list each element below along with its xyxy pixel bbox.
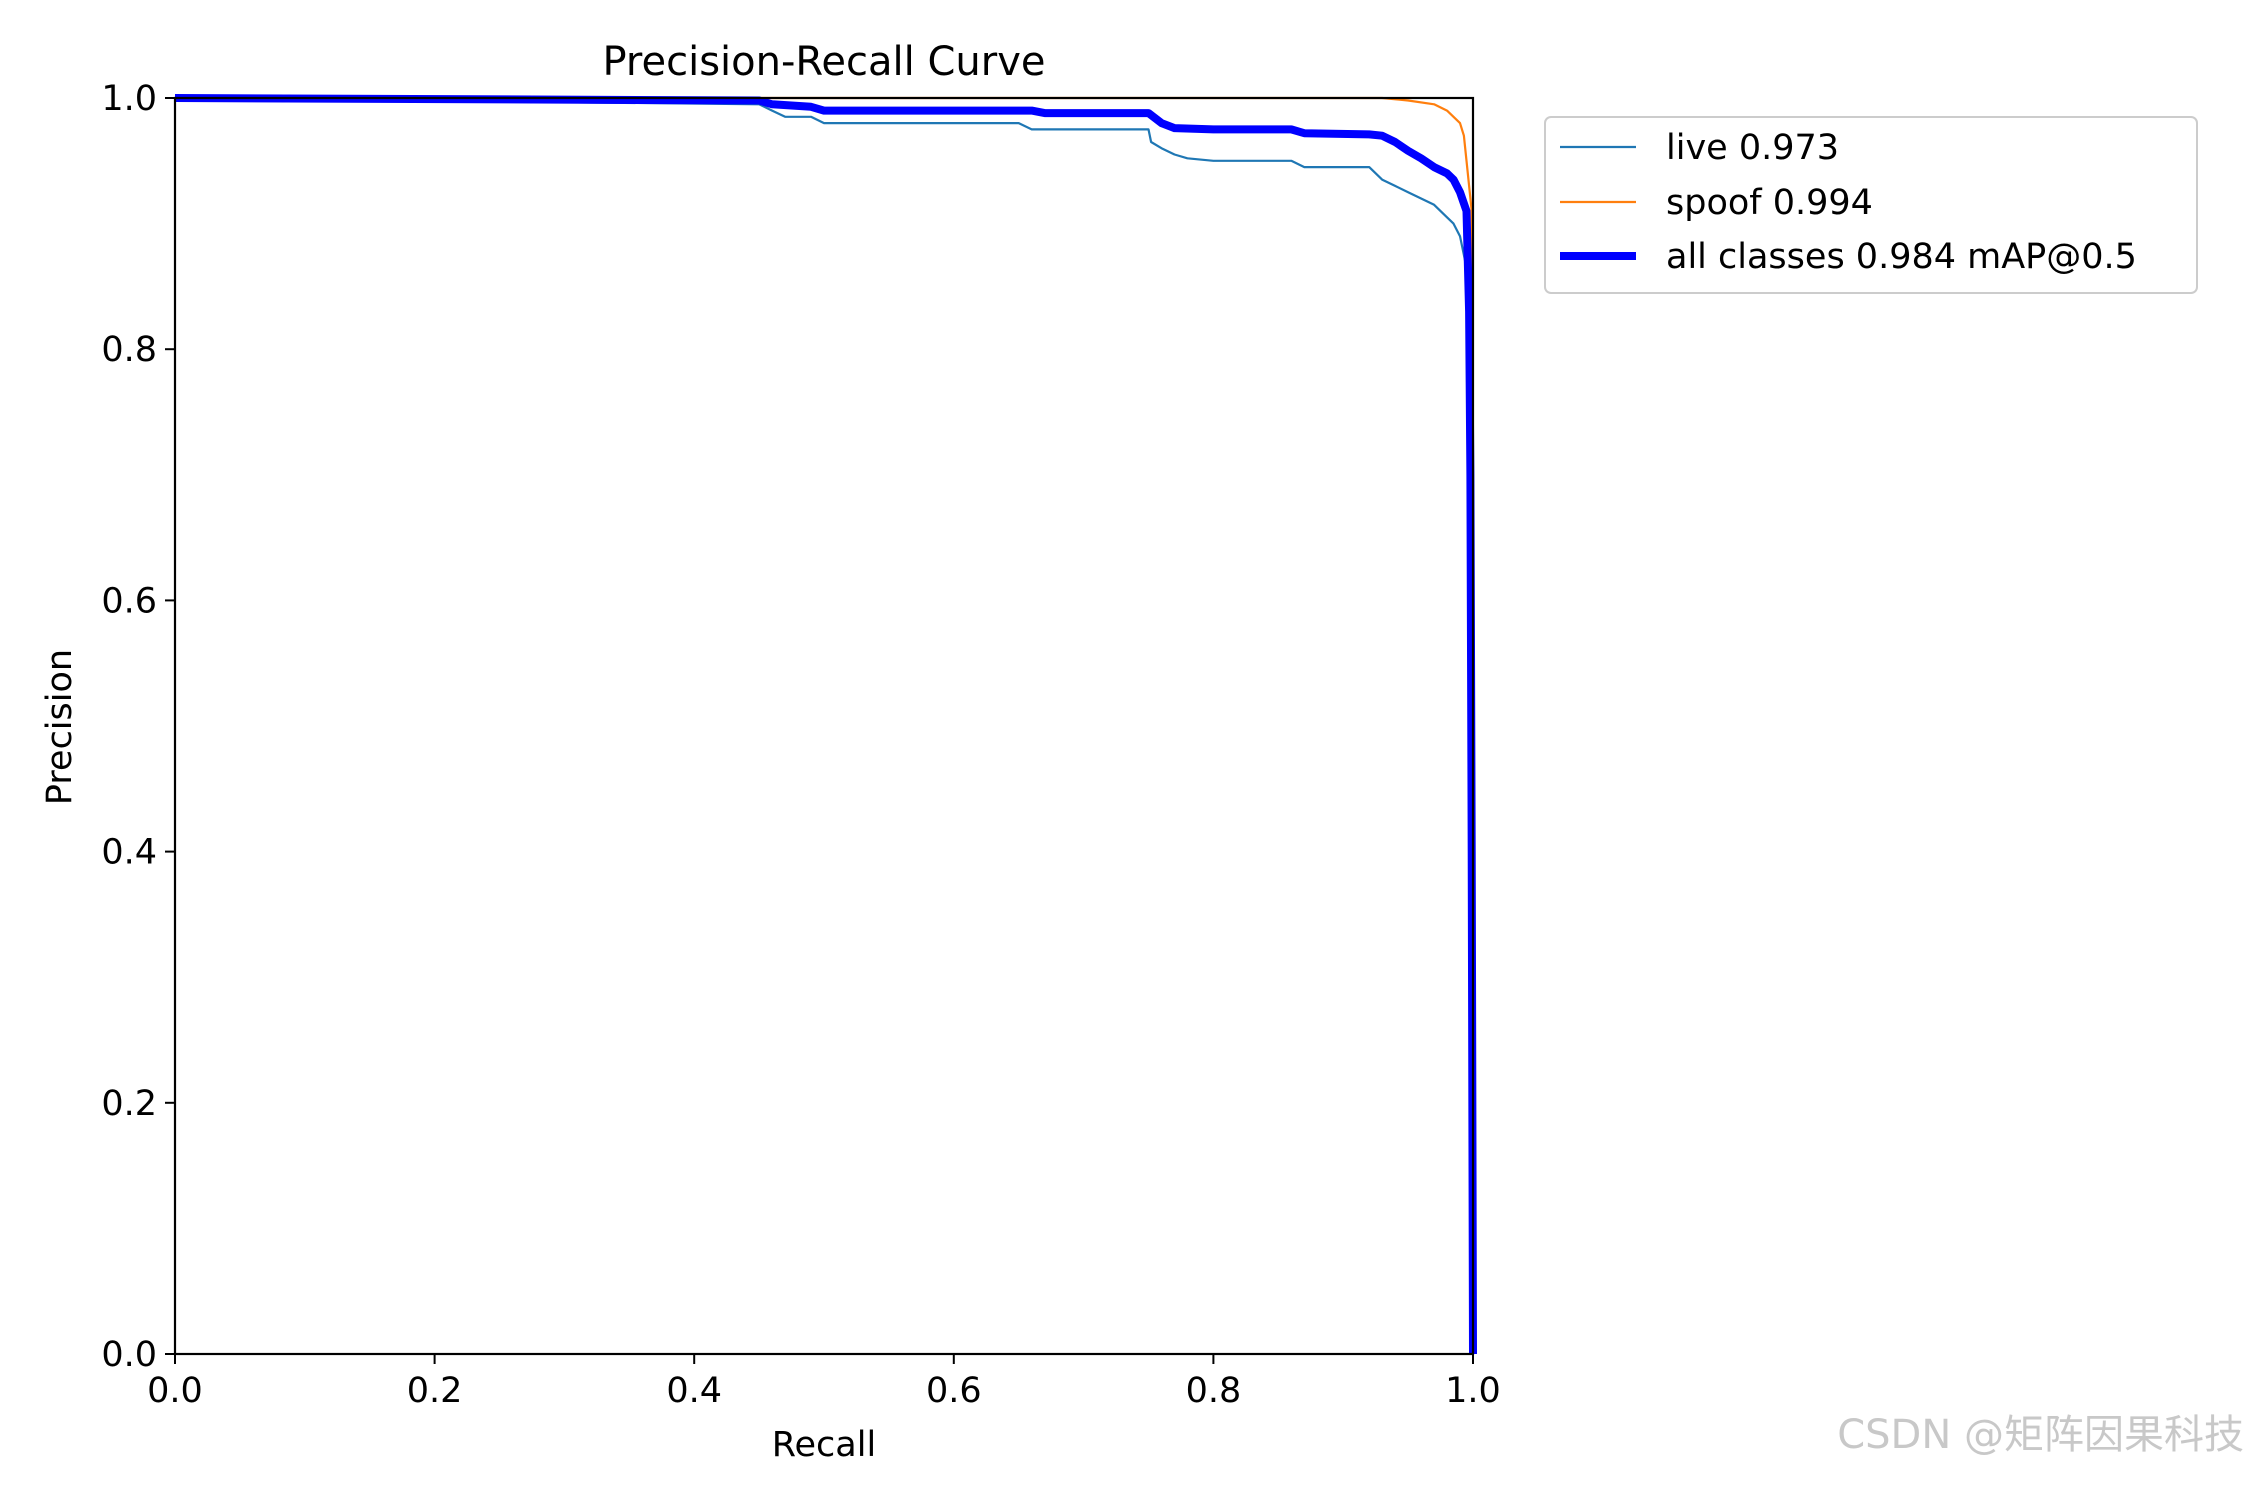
x-tick-label: 0.6 bbox=[926, 1371, 982, 1411]
y-tick-label: 0.4 bbox=[101, 833, 157, 873]
series-line-1 bbox=[175, 96, 1475, 1354]
series-line-0 bbox=[174, 96, 1475, 1355]
watermark: CSDN @矩阵因果科技 bbox=[1837, 1412, 2244, 1458]
y-tick-label: 1.0 bbox=[101, 79, 157, 119]
x-tick-label: 0.8 bbox=[1186, 1371, 1242, 1411]
series-group bbox=[174, 94, 1477, 1355]
x-tick-label: 0.2 bbox=[407, 1371, 463, 1411]
legend-label-all-classes: all classes 0.984 mAP@0.5 bbox=[1666, 237, 2137, 277]
y-tick-label: 0.2 bbox=[101, 1084, 157, 1124]
legend-box bbox=[1544, 116, 2198, 294]
x-axis-ticks: 0.0 0.2 0.4 0.6 0.8 1.0 bbox=[147, 1354, 1501, 1411]
y-tick-label: 0.8 bbox=[101, 330, 157, 370]
x-tick-label: 0.4 bbox=[666, 1371, 722, 1411]
y-axis-label: Precision bbox=[40, 649, 80, 805]
x-tick-label: 1.0 bbox=[1445, 1371, 1501, 1411]
y-tick-label: 0.6 bbox=[101, 581, 157, 621]
series-line-2 bbox=[174, 94, 1477, 1355]
y-tick-label: 0.0 bbox=[101, 1335, 157, 1375]
legend: live 0.973 spoof 0.994 all classes 0.984… bbox=[1544, 116, 2198, 294]
legend-label-spoof: spoof 0.994 bbox=[1666, 183, 1873, 223]
x-axis-label: Recall bbox=[772, 1425, 876, 1465]
x-tick-label: 0.0 bbox=[147, 1371, 203, 1411]
plot-frame bbox=[173, 96, 1475, 1356]
y-axis-ticks: 0.0 0.2 0.4 0.6 0.8 1.0 bbox=[101, 79, 175, 1375]
chart-title: Precision-Recall Curve bbox=[603, 39, 1046, 85]
legend-label-live: live 0.973 bbox=[1666, 128, 1839, 168]
